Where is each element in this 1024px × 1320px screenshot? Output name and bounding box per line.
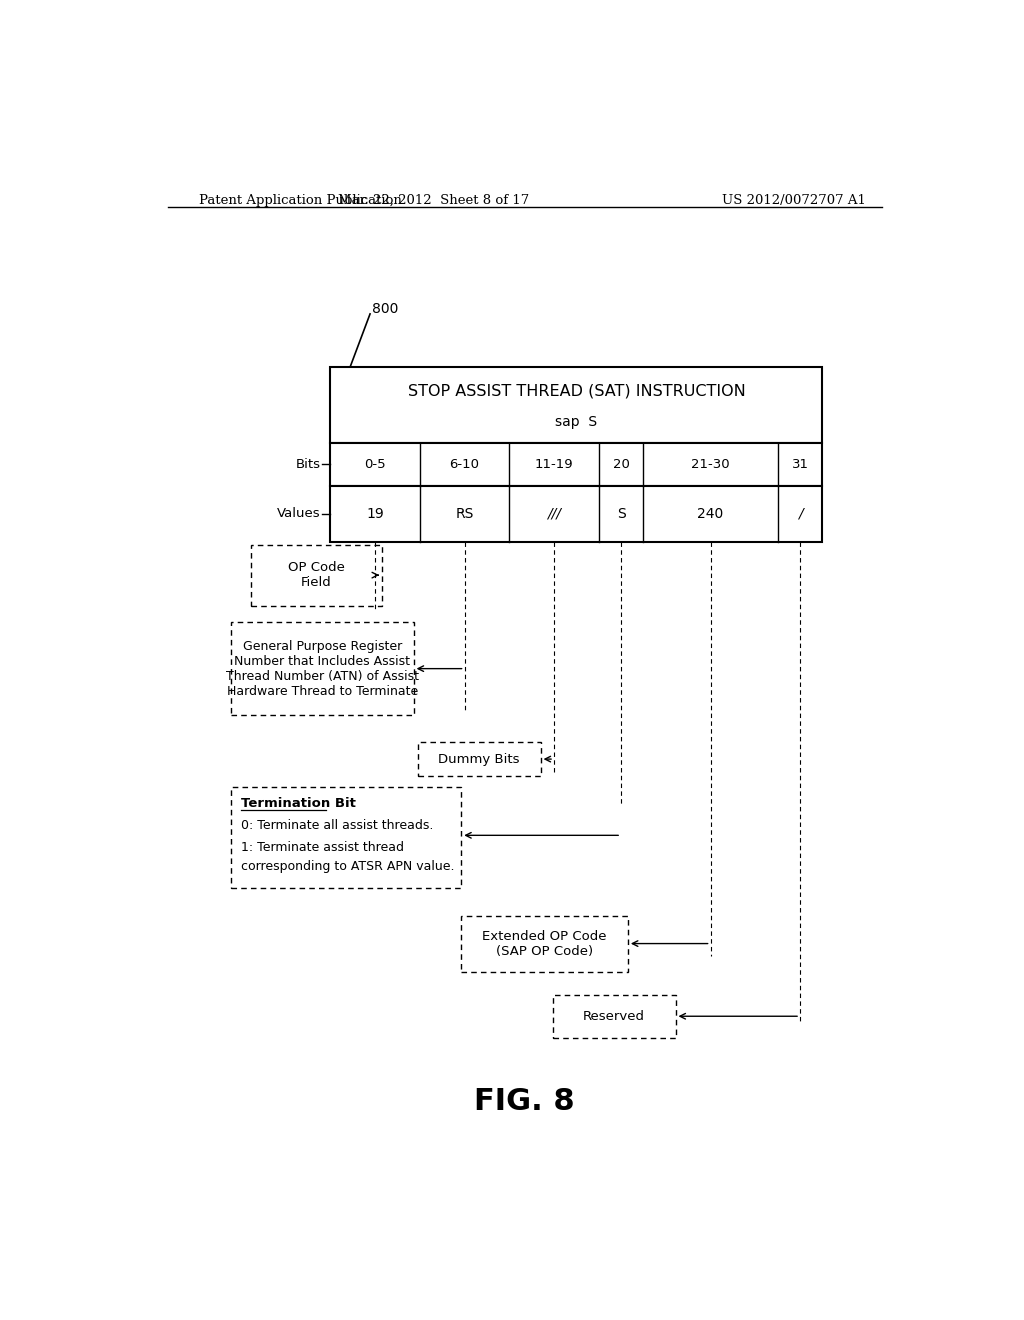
Text: ///: /// bbox=[547, 507, 561, 520]
Text: /: / bbox=[798, 507, 803, 520]
Text: OP Code
Field: OP Code Field bbox=[288, 561, 345, 589]
Text: 0: Terminate all assist threads.: 0: Terminate all assist threads. bbox=[241, 818, 433, 832]
Text: Bits: Bits bbox=[296, 458, 321, 471]
Text: Reserved: Reserved bbox=[583, 1010, 645, 1023]
Text: Mar. 22, 2012  Sheet 8 of 17: Mar. 22, 2012 Sheet 8 of 17 bbox=[338, 194, 529, 207]
Text: Termination Bit: Termination Bit bbox=[241, 797, 355, 810]
Text: 0-5: 0-5 bbox=[365, 458, 386, 471]
FancyBboxPatch shape bbox=[553, 995, 676, 1038]
FancyBboxPatch shape bbox=[251, 545, 382, 606]
FancyBboxPatch shape bbox=[231, 787, 461, 888]
Text: 800: 800 bbox=[373, 302, 398, 315]
Text: 21-30: 21-30 bbox=[691, 458, 730, 471]
FancyBboxPatch shape bbox=[418, 742, 541, 776]
Text: corresponding to ATSR APN value.: corresponding to ATSR APN value. bbox=[241, 861, 455, 874]
Text: S: S bbox=[616, 507, 626, 520]
Text: Values: Values bbox=[278, 507, 321, 520]
Text: 240: 240 bbox=[697, 507, 724, 520]
Text: General Purpose Register
Number that Includes Assist
Thread Number (ATN) of Assi: General Purpose Register Number that Inc… bbox=[226, 640, 419, 698]
Text: 1: Terminate assist thread: 1: Terminate assist thread bbox=[241, 841, 403, 854]
Text: 19: 19 bbox=[367, 507, 384, 520]
FancyBboxPatch shape bbox=[231, 622, 414, 715]
Text: Dummy Bits: Dummy Bits bbox=[438, 752, 520, 766]
Text: 20: 20 bbox=[612, 458, 630, 471]
Text: sap  S: sap S bbox=[555, 414, 597, 429]
Text: Patent Application Publication: Patent Application Publication bbox=[200, 194, 402, 207]
Text: US 2012/0072707 A1: US 2012/0072707 A1 bbox=[722, 194, 866, 207]
FancyBboxPatch shape bbox=[461, 916, 628, 972]
FancyBboxPatch shape bbox=[331, 444, 822, 486]
Text: 11-19: 11-19 bbox=[535, 458, 573, 471]
Text: STOP ASSIST THREAD (SAT) INSTRUCTION: STOP ASSIST THREAD (SAT) INSTRUCTION bbox=[408, 384, 745, 399]
FancyBboxPatch shape bbox=[331, 486, 822, 541]
Text: 31: 31 bbox=[792, 458, 809, 471]
Text: Extended OP Code
(SAP OP Code): Extended OP Code (SAP OP Code) bbox=[482, 929, 607, 957]
Text: FIG. 8: FIG. 8 bbox=[474, 1088, 575, 1117]
Text: 6-10: 6-10 bbox=[450, 458, 479, 471]
Text: RS: RS bbox=[456, 507, 474, 520]
FancyBboxPatch shape bbox=[331, 367, 822, 444]
